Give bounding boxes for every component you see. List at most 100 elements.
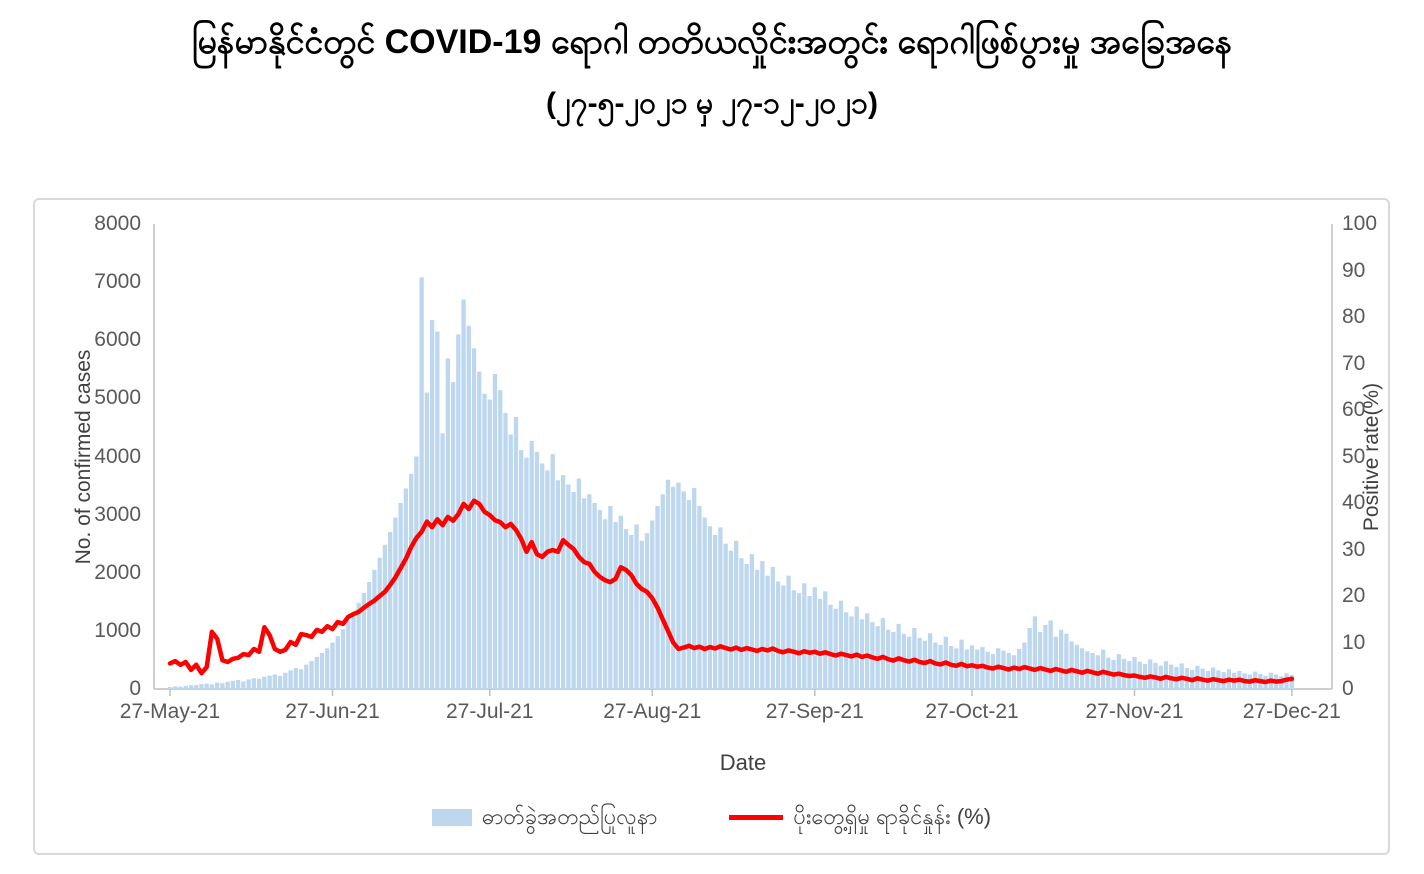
case-bar — [236, 679, 241, 689]
case-bar — [1043, 625, 1048, 689]
case-bar — [325, 648, 330, 689]
case-bar — [581, 498, 587, 689]
case-bar — [256, 678, 262, 689]
case-bar — [597, 509, 602, 689]
case-bar — [209, 684, 215, 689]
case-bar — [498, 390, 503, 689]
case-bar — [954, 648, 959, 689]
x-tick-label: 27-Sep-21 — [765, 700, 864, 723]
case-bar — [534, 451, 540, 689]
legend-item-cases: ဓာတ်ခွဲအတည်ပြုလူနာ — [431, 802, 657, 832]
case-bar — [749, 554, 755, 689]
x-tick-label: 27-Nov-21 — [1085, 700, 1184, 723]
case-bar — [975, 649, 980, 689]
case-bar — [262, 676, 267, 689]
y-left-tick-label: 0 — [129, 677, 141, 700]
case-bar — [314, 657, 319, 689]
chart-subtitle: (၂၇-၅-၂၀၂၁ မှ ၂၇-၁၂-၂၀၂၁) — [546, 86, 878, 120]
case-bar — [277, 675, 283, 689]
case-bar — [618, 515, 623, 689]
case-bar — [786, 575, 791, 689]
case-bar — [513, 416, 519, 689]
case-bar — [398, 503, 403, 689]
y-left-tick-label: 1000 — [94, 618, 141, 642]
case-bar — [754, 569, 760, 689]
case-bar — [225, 681, 230, 689]
case-bar — [681, 491, 686, 690]
case-bar — [272, 674, 277, 689]
case-bar — [623, 529, 629, 689]
case-bar — [744, 564, 749, 689]
case-bar — [251, 678, 257, 689]
case-bar — [330, 642, 335, 689]
y-right-tick-label: 30 — [1342, 537, 1366, 561]
case-bar — [492, 373, 498, 689]
case-bar — [340, 629, 346, 689]
y-right-tick-label: 80 — [1342, 305, 1366, 328]
case-bar — [566, 484, 571, 689]
case-bar — [849, 616, 854, 689]
case-bar — [807, 596, 812, 689]
y-left-tick-label: 2000 — [94, 560, 141, 584]
case-bar — [713, 534, 718, 689]
case-bar — [733, 540, 739, 689]
case-bar — [697, 505, 702, 689]
case-bar — [802, 583, 807, 689]
y-right-tick-label: 0 — [1342, 677, 1354, 700]
chart-header: မြန်မာနိုင်ငံတွင် COVID-19 ရောဂါ တတိယလှိ… — [0, 0, 1424, 125]
case-bar — [844, 612, 849, 689]
case-bar — [555, 480, 561, 689]
y-right-tick-label: 50 — [1342, 444, 1366, 468]
case-bar — [775, 581, 781, 689]
case-bar — [933, 642, 938, 689]
case-bar — [765, 575, 770, 689]
case-bar — [854, 606, 859, 689]
case-bar — [377, 557, 382, 689]
y-right-tick-label: 90 — [1342, 258, 1366, 282]
x-axis-title: Date — [719, 750, 767, 775]
case-bar — [471, 348, 477, 689]
case-bar — [660, 494, 665, 689]
chart-panel: No. of confirmed cases Positive rate(%) … — [33, 198, 1390, 855]
case-bar — [665, 479, 671, 689]
case-bar — [183, 685, 188, 689]
case-bar — [230, 680, 236, 689]
chart-title: မြန်မာနိုင်ငံတွင် COVID-19 ရောဂါ တတိယလှိ… — [191, 23, 1233, 61]
legend-positive-rate-label: ပိုးတွေ့ရှိမှု ရာခိုင်နှုန်း (%) — [793, 804, 992, 829]
case-bar — [739, 558, 744, 689]
y-left-tick-label: 5000 — [94, 386, 141, 410]
case-bar — [519, 450, 524, 689]
case-bar — [1100, 649, 1106, 689]
case-bar — [440, 433, 445, 689]
y-right-tick-label: 60 — [1342, 398, 1366, 421]
case-bar — [576, 478, 582, 689]
y-left-tick-label: 8000 — [94, 212, 141, 235]
case-bar — [298, 669, 304, 689]
case-bar — [671, 486, 676, 689]
case-bar — [655, 505, 660, 689]
case-bar — [985, 651, 990, 689]
case-bar — [613, 522, 618, 689]
case-bar — [865, 613, 870, 689]
case-bar — [1038, 632, 1043, 689]
case-bar — [990, 654, 996, 690]
cases-bars — [167, 277, 1294, 690]
case-bar — [393, 517, 398, 689]
case-bar — [293, 668, 298, 689]
case-bar — [319, 652, 325, 689]
case-bar — [304, 664, 309, 689]
case-bar — [199, 684, 204, 689]
case-bar — [346, 620, 351, 689]
case-bar — [178, 686, 183, 689]
case-bar — [204, 683, 209, 689]
case-bar — [1289, 675, 1294, 689]
x-tick-label: 27-Jun-21 — [285, 700, 380, 723]
case-bar — [487, 399, 492, 689]
y-right-tick-label: 10 — [1342, 630, 1366, 654]
case-bar — [1074, 644, 1080, 689]
case-bar — [707, 526, 713, 689]
plot-area — [153, 224, 1333, 696]
case-bar — [608, 505, 613, 689]
case-bar — [561, 475, 566, 689]
case-bar — [419, 277, 424, 689]
